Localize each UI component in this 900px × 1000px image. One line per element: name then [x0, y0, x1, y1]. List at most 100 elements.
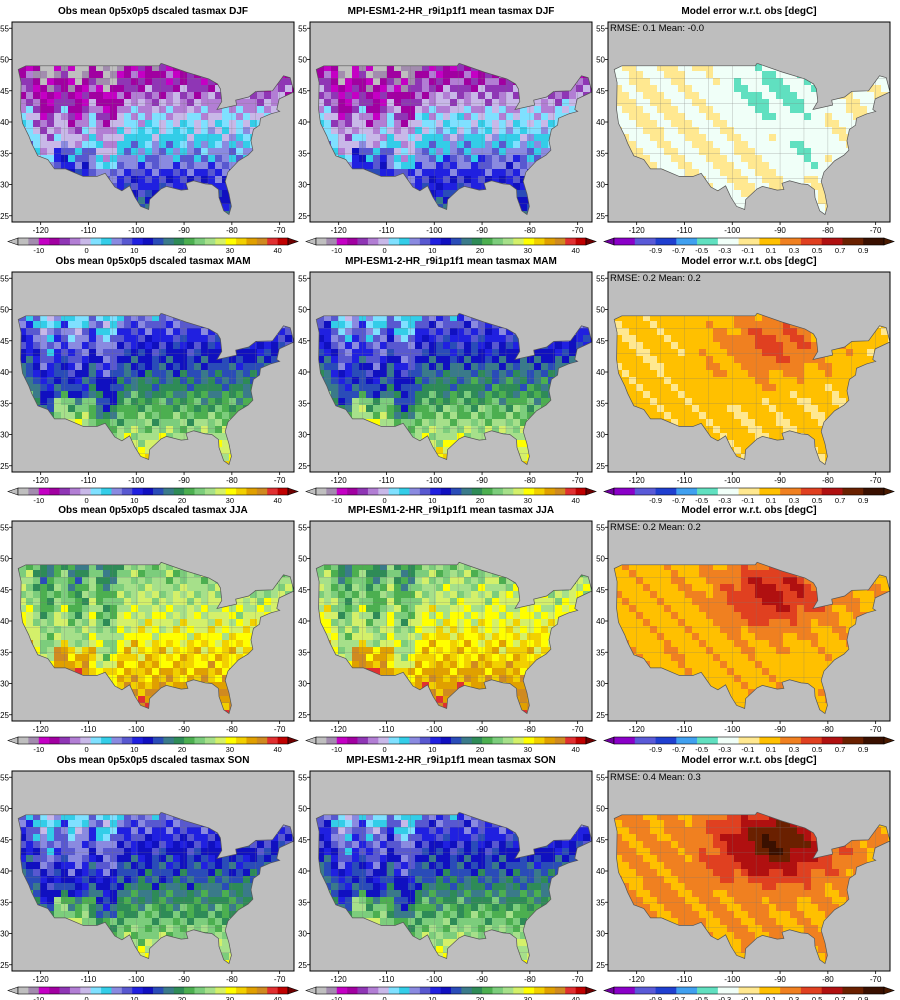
- colorbar-swatch: [69, 737, 81, 744]
- colorbar-swatch: [575, 488, 587, 495]
- colorbar-swatch: [215, 238, 226, 245]
- colorbar-swatch: [800, 238, 822, 245]
- colorbar-swatch: [430, 238, 441, 245]
- colorbar-tick-label: 10: [130, 246, 138, 255]
- lat-tick-label: 40: [298, 617, 307, 626]
- colorbar-tick-label: -0.7: [672, 745, 685, 754]
- colorbar-tick-label: 0: [382, 995, 386, 1000]
- colorbar-under-arrow: [305, 237, 317, 246]
- colorbar-tick-label: 10: [130, 745, 138, 754]
- panel-title: Obs mean 0p5x0p5 dscaled tasmax DJF: [58, 6, 248, 17]
- error-colorbar: -0.9 -0.7 -0.5 -0.3 -0.1 0.1 0.3 0.5 0.7 0.9: [603, 736, 895, 754]
- colorbar-swatch: [236, 737, 247, 744]
- lat-tick-label: 45: [298, 586, 307, 595]
- lon-tick-label: -80: [524, 975, 536, 984]
- country-outline: [613, 312, 891, 466]
- colorbar-swatch: [256, 987, 268, 994]
- map-panel: Model error w.r.t. obs [degC] -120 -110 -10…: [596, 6, 891, 235]
- lat-tick-label: 45: [0, 337, 9, 346]
- panel-title: MPI-ESM1-2-HR_r9i1p1f1 mean tasmax DJF: [348, 6, 555, 17]
- lat-tick-label: 40: [596, 118, 605, 127]
- lat-tick-label: 35: [596, 648, 605, 657]
- colorbar-swatch: [204, 737, 216, 744]
- lat-tick-label: 55: [298, 523, 307, 532]
- colorbar-swatch: [28, 987, 40, 994]
- panel-title: MPI-ESM1-2-HR_r9i1p1f1 mean tasmax JJA: [348, 505, 554, 516]
- lat-tick-label: 50: [596, 555, 605, 564]
- colorbar-swatch: [236, 238, 247, 245]
- colorbar-swatch: [246, 238, 258, 245]
- lon-tick-label: -80: [226, 975, 238, 984]
- temp-colorbar: -10 0 10 20 30 40: [7, 237, 299, 255]
- colorbar-tick-label: 0.9: [858, 995, 868, 1000]
- colorbar-under-arrow: [7, 487, 19, 496]
- temp-colorbar: -10 0 10 20 30 40: [305, 986, 597, 1000]
- colorbar-tick-label: -10: [33, 745, 44, 754]
- colorbar-tick-label: 30: [226, 745, 234, 754]
- lon-tick-label: -110: [379, 725, 395, 734]
- colorbar-swatch: [215, 987, 226, 994]
- colorbar-swatch: [184, 987, 195, 994]
- colorbar-swatch: [614, 737, 636, 744]
- colorbar-swatch: [225, 987, 237, 994]
- lat-tick-label: 50: [596, 56, 605, 65]
- lat-tick-label: 50: [298, 555, 307, 564]
- colorbar-tick-label: -0.3: [718, 995, 731, 1000]
- colorbar-swatch: [80, 488, 91, 495]
- colorbar-swatch: [69, 488, 81, 495]
- colorbar-swatch: [277, 987, 289, 994]
- colorbar-tick-label: 0.3: [789, 496, 799, 505]
- lon-tick-label: -70: [870, 476, 882, 485]
- colorbar-swatch: [101, 737, 112, 744]
- colorbar-swatch: [554, 238, 566, 245]
- lon-tick-label: -100: [128, 725, 145, 734]
- colorbar-swatch: [194, 987, 206, 994]
- colorbar-swatch: [399, 238, 410, 245]
- lon-tick-label: -70: [572, 226, 584, 235]
- lat-tick-label: 55: [0, 773, 9, 782]
- map-panel: Model error w.r.t. obs [degC] -120 -110 -10…: [596, 505, 891, 734]
- colorbar-swatch: [256, 737, 268, 744]
- colorbar-swatch: [225, 737, 237, 744]
- colorbar-swatch: [277, 737, 289, 744]
- colorbar-swatch: [492, 238, 504, 245]
- colorbar-tick-label: 20: [178, 745, 186, 754]
- colorbar-over-arrow: [883, 237, 895, 246]
- colorbar-swatch: [367, 987, 379, 994]
- map-panel: Obs mean 0p5x0p5 dscaled tasmax DJF -120 -…: [0, 6, 295, 235]
- colorbar-swatch: [236, 987, 247, 994]
- lat-tick-label: 40: [0, 617, 9, 626]
- lon-tick-label: -120: [629, 975, 646, 984]
- colorbar-tick-label: -10: [33, 496, 44, 505]
- colorbar-swatch: [759, 987, 781, 994]
- colorbar-swatch: [655, 737, 677, 744]
- colorbar-swatch: [49, 737, 60, 744]
- colorbar-swatch: [347, 737, 358, 744]
- colorbar-swatch: [194, 488, 206, 495]
- colorbar-swatch: [326, 737, 338, 744]
- colorbar-swatch: [614, 488, 636, 495]
- colorbar-swatch: [132, 488, 143, 495]
- temp-colorbar: -10 0 10 20 30 40: [305, 736, 597, 754]
- colorbar-swatch: [409, 737, 421, 744]
- colorbar-swatch: [80, 737, 91, 744]
- lon-tick-label: -90: [178, 725, 190, 734]
- temp-colorbar: -10 0 10 20 30 40: [7, 986, 299, 1000]
- colorbar-swatch: [153, 488, 164, 495]
- colorbar-swatch: [430, 488, 441, 495]
- colorbar-tick-label: 40: [571, 995, 579, 1000]
- colorbar-swatch: [153, 737, 164, 744]
- colorbar-swatch: [471, 737, 483, 744]
- colorbar-swatch: [554, 488, 566, 495]
- map-panel: Obs mean 0p5x0p5 dscaled tasmax JJA -120 -…: [0, 505, 295, 734]
- error-colorbar: -0.9 -0.7 -0.5 -0.3 -0.1 0.1 0.3 0.5 0.7 0.9: [603, 487, 895, 505]
- lon-tick-label: -110: [81, 975, 97, 984]
- country-outline: [17, 312, 295, 466]
- colorbar-swatch: [49, 987, 60, 994]
- colorbar-swatch: [357, 987, 369, 994]
- colorbar-tick-label: 20: [476, 995, 484, 1000]
- colorbar-swatch: [38, 987, 50, 994]
- colorbar-swatch: [461, 238, 473, 245]
- colorbar-swatch: [18, 488, 29, 495]
- colorbar-swatch: [121, 737, 133, 744]
